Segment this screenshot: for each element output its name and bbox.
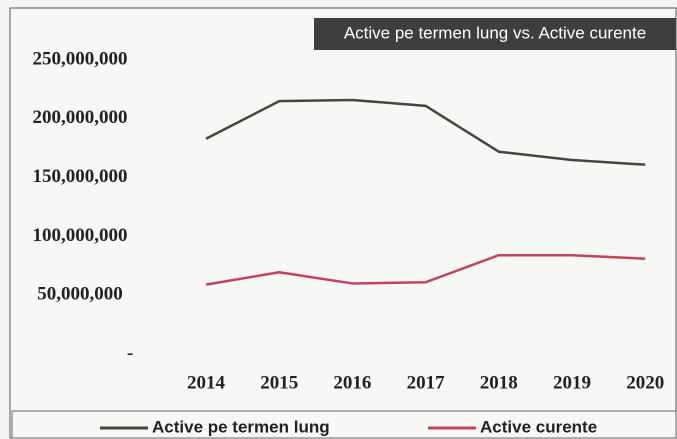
y-tick-label: 150,000,000	[33, 166, 128, 187]
x-tick-label: 2019	[553, 372, 591, 393]
chart-frame	[9, 7, 677, 439]
y-tick-label: 50,000,000	[37, 284, 123, 305]
y-tick-label: 250,000,000	[33, 48, 128, 69]
chart-title: Active pe termen lung vs. Active curente	[344, 23, 646, 42]
x-tick-label: 2018	[480, 372, 518, 393]
x-tick-label: 2016	[333, 372, 371, 393]
title-box	[314, 18, 676, 50]
y-tick-label: 200,000,000	[33, 107, 128, 128]
y-tick-label: 100,000,000	[33, 225, 128, 246]
legend-box	[11, 410, 677, 439]
x-tick-label: 2014	[187, 372, 226, 393]
x-tick-label: 2020	[626, 372, 664, 393]
y-tick-label: -	[127, 342, 133, 363]
legend-label: Active pe termen lung	[152, 417, 330, 436]
legend-label: Active curente	[480, 417, 597, 436]
x-tick-label: 2017	[407, 372, 446, 393]
series-line	[205, 253, 646, 286]
series-line	[205, 98, 646, 166]
x-tick-label: 2015	[260, 372, 298, 393]
